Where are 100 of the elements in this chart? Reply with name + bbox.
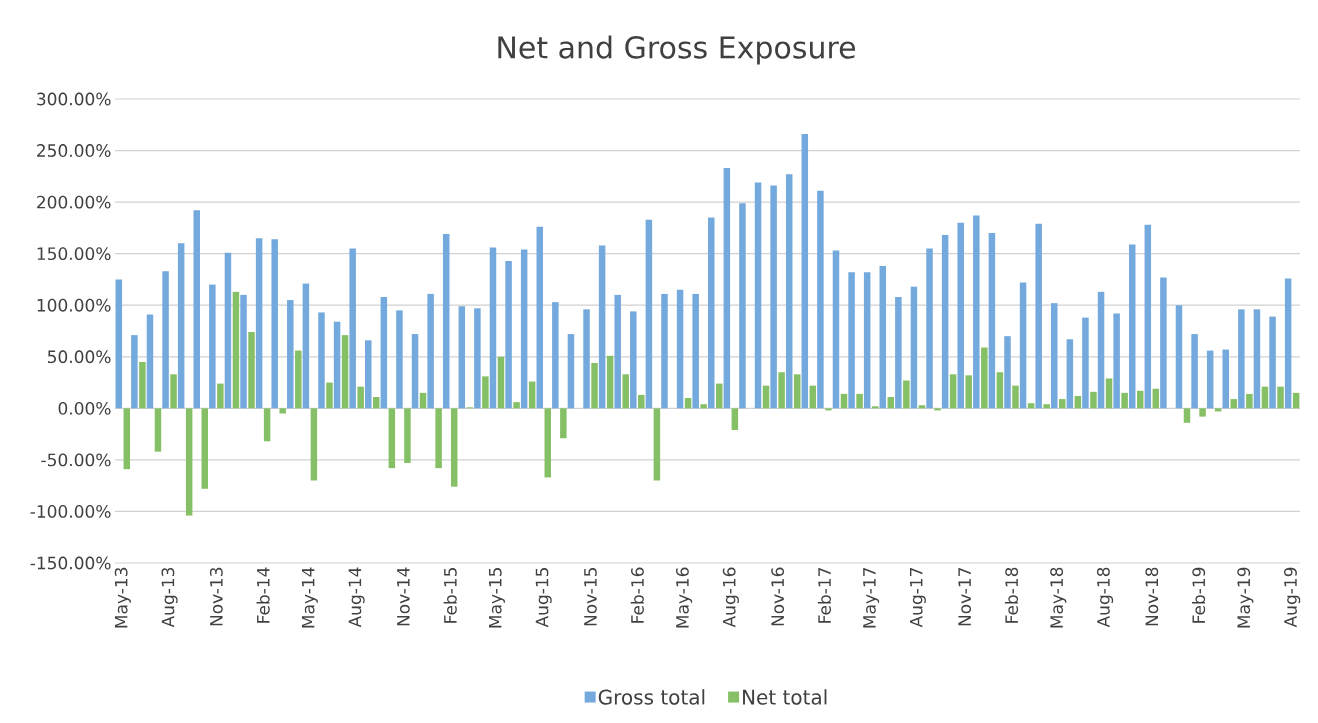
- bar: [217, 383, 224, 409]
- bar: [692, 293, 699, 409]
- bar: [349, 248, 356, 409]
- y-tick-label: 100.00%: [37, 298, 111, 312]
- bar: [1269, 316, 1276, 409]
- bar: [708, 217, 715, 409]
- bar: [482, 376, 489, 409]
- x-tick-label: Aug-15: [535, 568, 552, 628]
- bar: [1004, 336, 1011, 409]
- x-tick-label: Feb-19: [1192, 567, 1206, 623]
- bar: [770, 185, 777, 409]
- x-tick-label: Feb-16: [630, 567, 644, 623]
- bar: [716, 383, 723, 409]
- x-tick-label: Aug-13: [161, 567, 178, 628]
- bar: [1090, 391, 1097, 409]
- bar: [606, 355, 614, 409]
- bar: [910, 286, 918, 409]
- bar: [333, 321, 341, 409]
- bar: [404, 408, 411, 463]
- bar: [131, 335, 138, 409]
- y-tick-label: 300.00%: [37, 92, 111, 106]
- bar: [544, 408, 552, 478]
- bar: [1152, 388, 1160, 409]
- y-tick-label: -100.00%: [30, 505, 111, 518]
- bar: [396, 310, 403, 409]
- bar: [723, 168, 731, 409]
- bar: [934, 408, 941, 411]
- x-tick-label: Aug-19: [1284, 567, 1301, 628]
- bar: [1144, 224, 1152, 409]
- x-tick-label: Nov-17: [958, 567, 972, 626]
- bar: [326, 382, 333, 409]
- bar: [981, 347, 988, 409]
- bar: [645, 219, 653, 409]
- x-tick-label: May-13: [114, 567, 131, 628]
- bar: [871, 406, 879, 409]
- bar: [240, 294, 247, 409]
- bar: [263, 408, 271, 442]
- bar: [848, 272, 855, 409]
- bar: [536, 226, 544, 409]
- bar: [965, 375, 972, 409]
- bar: [318, 312, 325, 409]
- bar: [1082, 317, 1089, 409]
- bar: [1012, 385, 1019, 409]
- bar: [583, 309, 590, 409]
- bar: [638, 394, 645, 409]
- bar: [505, 260, 512, 409]
- bar: [614, 294, 621, 409]
- bar: [1097, 291, 1105, 409]
- bar: [926, 248, 933, 409]
- bar: [552, 302, 559, 409]
- y-tick-label: 0.00%: [58, 401, 111, 415]
- bar: [1238, 309, 1245, 409]
- bar: [676, 289, 684, 409]
- bar: [832, 250, 840, 409]
- bar: [1253, 309, 1261, 409]
- bar: [801, 134, 809, 409]
- bar: [700, 404, 707, 409]
- bar: [1051, 303, 1058, 409]
- y-tick-label: 150.00%: [37, 247, 111, 261]
- bar: [201, 408, 208, 489]
- bar: [809, 385, 817, 409]
- bar: [856, 393, 863, 409]
- bar: [123, 408, 131, 470]
- y-tick-label: 250.00%: [37, 144, 111, 157]
- x-tick-label: Feb-18: [1004, 567, 1019, 623]
- bar: [778, 372, 785, 409]
- bar: [442, 234, 450, 409]
- x-tick-label: Aug-17: [909, 567, 926, 628]
- x-tick-label: Aug-16: [722, 567, 739, 628]
- bar: [661, 293, 668, 409]
- bar: [1035, 223, 1042, 409]
- bar: [622, 374, 629, 409]
- bar: [1284, 278, 1292, 409]
- chart-title: Net and Gross Exposure: [498, 35, 856, 65]
- bar: [1121, 392, 1128, 409]
- bar: [373, 396, 380, 409]
- bar: [1175, 305, 1183, 409]
- bar: [996, 372, 1004, 409]
- bar: [653, 408, 661, 481]
- x-tick-label: May-15: [489, 567, 505, 628]
- bar: [365, 340, 372, 409]
- bar: [879, 266, 887, 409]
- bar: [598, 245, 606, 409]
- x-tick-label: Nov-15: [584, 567, 597, 626]
- x-tick-label: Aug-18: [1096, 567, 1114, 628]
- bar: [427, 293, 434, 409]
- bar: [1199, 408, 1206, 417]
- bar: [957, 222, 964, 409]
- x-tick-label: Feb-17: [817, 567, 831, 623]
- bar: [357, 386, 364, 409]
- x-tick-label: Nov-18: [1145, 567, 1159, 626]
- bar: [949, 374, 957, 409]
- bar: [1105, 378, 1113, 409]
- bar: [497, 356, 505, 409]
- x-tick-label: May-17: [863, 567, 880, 628]
- x-tick-label: Nov-13: [209, 567, 223, 626]
- y-tick-label: 50.00%: [47, 350, 111, 364]
- bar: [941, 235, 949, 409]
- y-tick-label: -50.00%: [41, 453, 111, 467]
- x-tick-label: Nov-16: [771, 567, 785, 626]
